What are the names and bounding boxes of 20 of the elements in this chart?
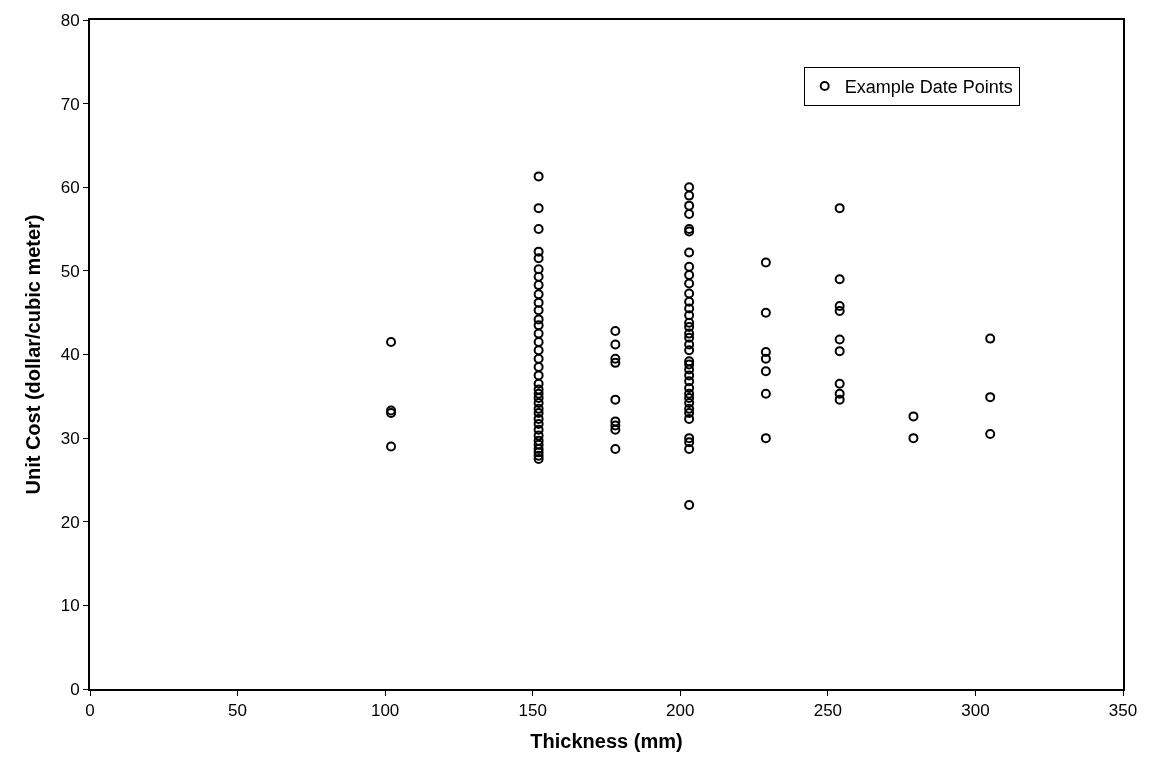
y-tick-label: 0	[70, 679, 80, 699]
x-tick-label: 300	[961, 701, 990, 721]
x-tick-label: 50	[228, 701, 248, 721]
x-tick-label: 200	[666, 701, 695, 721]
x-tick-label: 350	[1108, 701, 1138, 721]
x-tick-label: 150	[518, 701, 547, 721]
x-axis-title: Thickness (mm)	[530, 730, 683, 753]
y-tick-label: 40	[60, 345, 80, 365]
x-tick-label: 100	[370, 701, 400, 721]
y-tick-label: 20	[60, 512, 80, 532]
x-tick-label: 250	[813, 701, 843, 721]
legend-label: Example Date Points	[844, 77, 1013, 98]
y-tick-label: 50	[60, 261, 80, 281]
y-tick-label: 80	[60, 10, 80, 30]
y-tick-label: 70	[60, 94, 80, 114]
y-axis-title: Unit Cost (dollar/cubic meter)	[21, 214, 44, 495]
y-tick-label: 30	[60, 429, 80, 449]
y-tick-label: 60	[60, 178, 80, 198]
x-tick-label: 0	[85, 701, 95, 721]
y-tick-label: 10	[60, 596, 80, 616]
